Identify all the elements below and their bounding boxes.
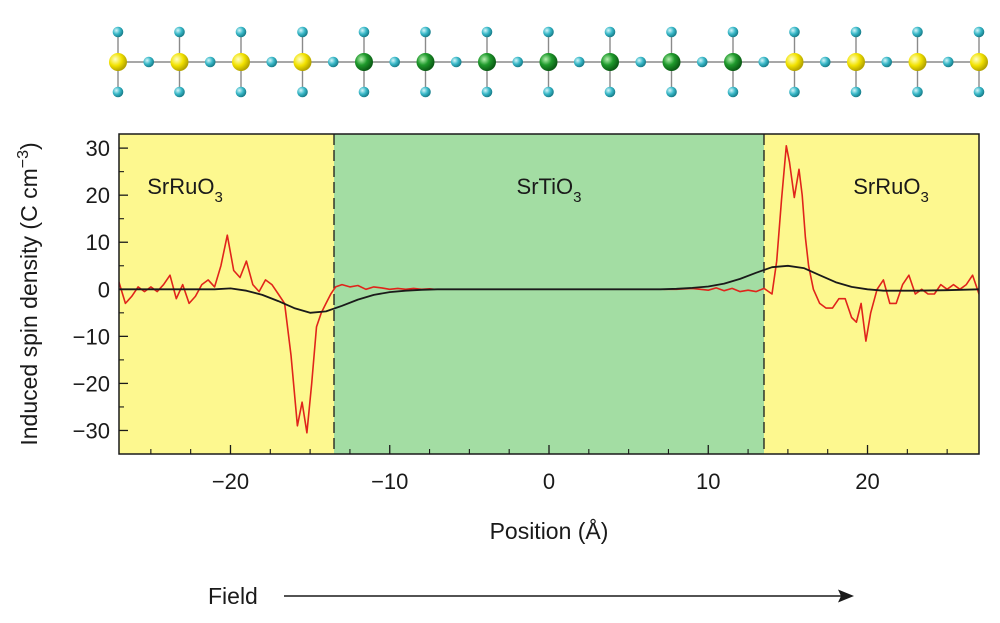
oxygen-atom-icon <box>666 26 677 38</box>
oxygen-atom-icon <box>112 26 124 38</box>
oxygen-atom-icon <box>420 26 431 38</box>
oxygen-atom-icon <box>112 86 124 98</box>
oxygen-atom-icon <box>297 86 308 98</box>
y-tick-label: −20 <box>73 371 110 396</box>
field-indicator: Field <box>208 583 854 609</box>
oxygen-atom-icon <box>942 56 954 68</box>
oxygen-atom-icon <box>789 86 800 98</box>
ruthenium-atom-icon <box>293 53 312 71</box>
x-tick-label: 0 <box>543 469 555 494</box>
y-tick-label: 30 <box>86 136 110 161</box>
x-tick-label: 20 <box>855 469 879 494</box>
ruthenium-atom-icon <box>970 53 988 71</box>
oxygen-atom-icon <box>512 56 524 68</box>
titanium-atom-icon <box>478 53 496 71</box>
oxygen-atom-icon <box>327 56 339 68</box>
oxygen-atom-icon <box>358 26 370 38</box>
oxygen-atom-icon <box>973 86 985 98</box>
titanium-atom-icon <box>416 53 435 71</box>
oxygen-atom-icon <box>819 56 831 68</box>
oxygen-atom-icon <box>297 26 308 38</box>
y-tick-label: 10 <box>86 230 110 255</box>
oxygen-atom-icon <box>573 56 585 68</box>
oxygen-atom-icon <box>635 56 647 68</box>
oxygen-atom-icon <box>266 56 278 68</box>
region-labels: SrRuO3 SrTiO3 SrRuO3 <box>147 174 929 206</box>
oxygen-atom-icon <box>235 26 247 38</box>
series-line-3 <box>119 264 979 314</box>
oxygen-atom-icon <box>973 26 985 38</box>
y-tick-label: 20 <box>86 183 110 208</box>
oxygen-atom-icon <box>389 56 401 68</box>
titanium-atom-icon <box>724 53 742 71</box>
field-label: Field <box>208 583 258 609</box>
region-label-3: SrRuO3 <box>853 174 929 206</box>
spin-density-curves <box>119 145 979 434</box>
y-tick-label: −10 <box>73 324 110 349</box>
oxygen-atom-icon <box>881 56 893 68</box>
oxygen-atom-icon <box>481 26 493 38</box>
oxygen-atom-icon <box>450 56 462 68</box>
region-1-srruo-band <box>119 134 334 454</box>
oxygen-atom-icon <box>604 86 616 98</box>
region-label-2: SrTiO3 <box>517 174 582 206</box>
region-label-1: SrRuO3 <box>147 174 223 206</box>
material-regions <box>119 134 979 454</box>
oxygen-atom-icon <box>204 56 216 68</box>
ruthenium-atom-icon <box>847 53 865 71</box>
oxygen-atom-icon <box>174 86 185 98</box>
titanium-atom-icon <box>601 53 619 71</box>
oxygen-atom-icon <box>666 86 677 98</box>
y-axis-title: Induced spin density (C cm−3) <box>15 142 42 445</box>
oxygen-atom-icon <box>850 26 862 38</box>
oxygen-atom-icon <box>543 86 554 98</box>
series-line-2 <box>662 145 979 342</box>
ruthenium-atom-icon <box>785 53 804 71</box>
oxygen-atom-icon <box>850 86 862 98</box>
titanium-atom-icon <box>539 53 558 71</box>
oxygen-atom-icon <box>696 56 708 68</box>
oxygen-atom-icon <box>143 56 155 68</box>
x-axis: −20 −10 0 10 20 <box>150 445 948 494</box>
x-tick-label: 10 <box>696 469 720 494</box>
oxygen-atom-icon <box>727 26 739 38</box>
ruthenium-atom-icon <box>232 53 250 71</box>
oxygen-atom-icon <box>758 56 770 68</box>
oxygen-atom-icon <box>912 86 923 98</box>
field-arrow-icon <box>838 589 854 603</box>
y-axis: 30 20 10 0 −10 −20 −30 <box>73 136 128 443</box>
oxygen-atom-icon <box>543 26 554 38</box>
ruthenium-atom-icon <box>908 53 927 71</box>
atomic-lattice-chain <box>109 26 988 98</box>
x-tick-label: −10 <box>371 469 408 494</box>
ruthenium-atom-icon <box>170 53 189 71</box>
oxygen-atom-icon <box>912 26 923 38</box>
oxygen-atom-icon <box>481 86 493 98</box>
interface-lines <box>333 134 765 454</box>
oxygen-atom-icon <box>235 86 247 98</box>
oxygen-atom-icon <box>789 26 800 38</box>
region-2-srtio-band <box>334 134 764 454</box>
ruthenium-atom-icon <box>109 53 127 71</box>
oxygen-atom-icon <box>174 26 185 38</box>
series-line-1 <box>119 234 436 434</box>
region-3-srruo-band <box>764 134 979 454</box>
oxygen-atom-icon <box>420 86 431 98</box>
titanium-atom-icon <box>355 53 373 71</box>
y-tick-label: 0 <box>98 277 110 302</box>
x-axis-title: Position (Å) <box>490 517 609 544</box>
x-tick-label: −20 <box>212 469 249 494</box>
oxygen-atom-icon <box>358 86 370 98</box>
oxygen-atom-icon <box>604 26 616 38</box>
oxygen-atom-icon <box>727 86 739 98</box>
titanium-atom-icon <box>662 53 681 71</box>
y-tick-label: −30 <box>73 418 110 443</box>
